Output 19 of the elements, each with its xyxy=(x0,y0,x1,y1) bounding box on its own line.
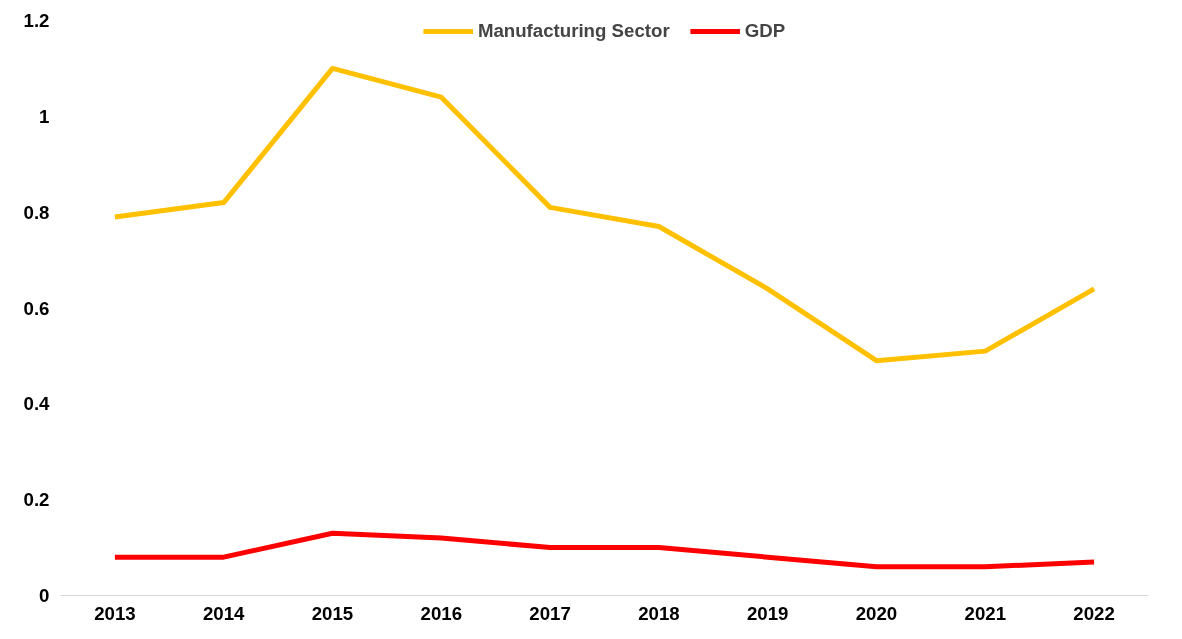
y-tick-label: 0.6 xyxy=(23,297,50,319)
y-tick-label: 0.2 xyxy=(23,489,50,511)
y-tick-label: 0.4 xyxy=(23,393,51,415)
legend-label: Manufacturing Sector xyxy=(477,20,670,42)
x-tick-label: 2014 xyxy=(202,602,246,624)
x-tick-label: 2018 xyxy=(638,602,680,624)
y-tick-label: 1.2 xyxy=(23,10,50,31)
legend-label: GDP xyxy=(744,20,786,42)
x-tick-label: 2019 xyxy=(746,602,789,624)
x-tick-label: 2022 xyxy=(1073,602,1115,624)
x-tick-label: 2013 xyxy=(94,602,136,624)
x-tick-label: 2016 xyxy=(420,602,463,624)
x-tick-label: 2017 xyxy=(529,602,571,624)
x-tick-label: 2015 xyxy=(311,602,354,624)
x-tick-label: 2020 xyxy=(855,602,898,624)
y-tick-label: 1 xyxy=(39,105,50,127)
y-tick-label: 0.8 xyxy=(23,201,50,223)
x-tick-label: 2021 xyxy=(964,602,1007,624)
y-tick-label: 0 xyxy=(39,585,50,606)
